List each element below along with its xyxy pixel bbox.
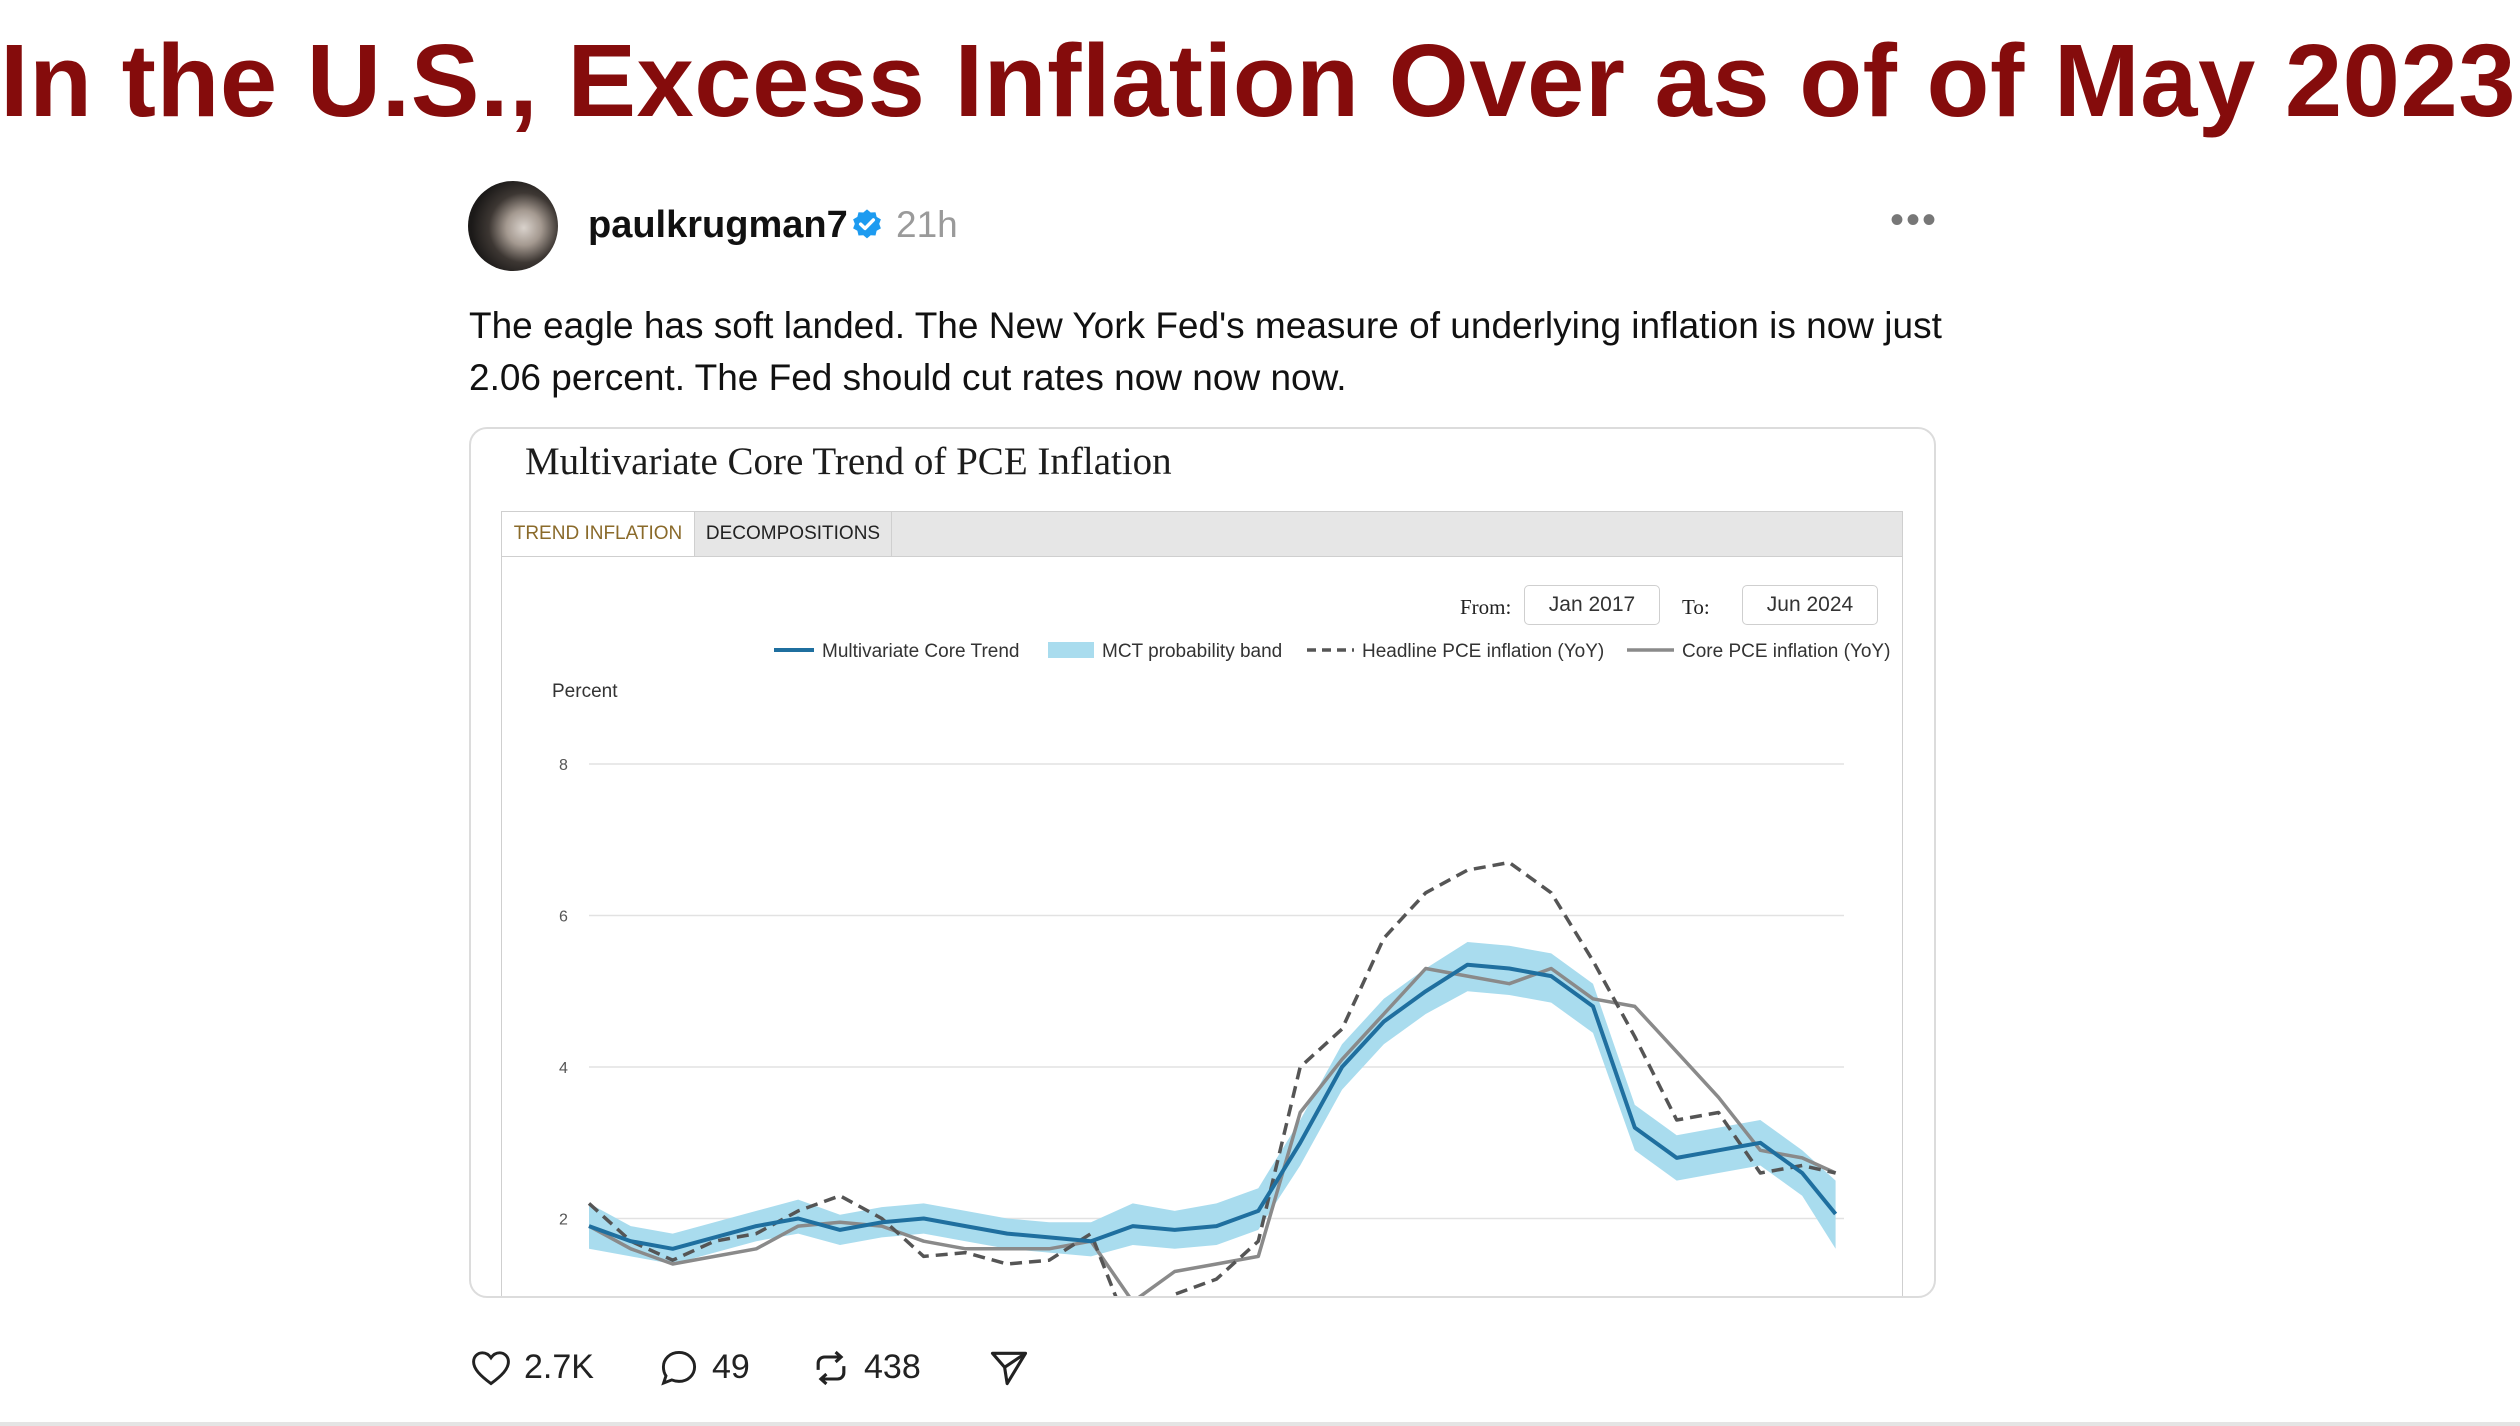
to-label: To: <box>1682 595 1710 619</box>
y-tick-label: 2 <box>559 1212 568 1229</box>
legend-label-headline: Headline PCE inflation (YoY) <box>1362 641 1604 662</box>
mct-line-chart: Multivariate Core Trend MCT probability … <box>552 641 1890 1296</box>
tab-decompositions[interactable]: DECOMPOSITIONS <box>695 512 892 556</box>
like-count: 2.7K <box>524 1348 594 1386</box>
embedded-chart-card[interactable]: Multivariate Core Trend of PCE Inflation… <box>469 427 1936 1298</box>
username[interactable]: paulkrugman7 <box>588 204 848 246</box>
reply-count: 49 <box>712 1348 750 1386</box>
from-label: From: <box>1460 595 1512 619</box>
verified-badge-icon <box>853 209 881 239</box>
post-actions: 2.7K 49 438 <box>468 1340 1168 1396</box>
chart-panel: From: Jan 2017 To: Jun 2024 Multivariate… <box>501 555 1903 1296</box>
share-button[interactable] <box>986 1340 1046 1396</box>
repost-icon <box>816 1350 846 1386</box>
series-core-pce-inflation-yoy <box>588 966 1837 1296</box>
send-icon <box>990 1351 1028 1386</box>
heart-icon <box>472 1351 510 1386</box>
to-date-input[interactable]: Jun 2024 <box>1742 585 1878 625</box>
reply-bubble-icon <box>661 1350 697 1386</box>
y-tick-label: 4 <box>559 1060 568 1077</box>
more-horizontal-icon[interactable]: ••• <box>1889 198 1938 242</box>
post-text: The eagle has soft landed. The New York … <box>469 305 1942 398</box>
repost-count: 438 <box>864 1348 921 1386</box>
headline: In the U.S., Excess Inflation Over as of… <box>0 23 2520 138</box>
from-date-input[interactable]: Jan 2017 <box>1524 585 1660 625</box>
reply-button[interactable]: 49 <box>656 1340 766 1396</box>
repost-button[interactable]: 438 <box>808 1340 938 1396</box>
series-multivariate-core-trend <box>588 962 1838 1251</box>
legend-label-mct: Multivariate Core Trend <box>822 641 1019 662</box>
chart-legend: Multivariate Core Trend MCT probability … <box>774 641 1890 662</box>
post-time: 21h <box>896 204 958 245</box>
tab-trend-inflation[interactable]: TREND INFLATION <box>502 512 695 556</box>
y-axis-label: Percent <box>552 681 618 702</box>
series-headline-pce-inflation-yoy <box>587 860 1836 1296</box>
like-button[interactable]: 2.7K <box>468 1340 608 1396</box>
bottom-divider <box>0 1422 2520 1426</box>
y-tick-label: 6 <box>559 909 568 926</box>
chart-title: Multivariate Core Trend of PCE Inflation <box>525 440 1172 483</box>
legend-label-band: MCT probability band <box>1102 641 1282 662</box>
legend-label-core: Core PCE inflation (YoY) <box>1682 641 1890 662</box>
series-mct-probability-band <box>589 942 1836 1264</box>
chart-tabbar: TREND INFLATION DECOMPOSITIONS <box>501 511 1903 557</box>
avatar[interactable] <box>468 181 558 271</box>
y-tick-label: 8 <box>559 757 568 774</box>
post-header: paulkrugman7 21h ••• <box>468 178 1938 272</box>
